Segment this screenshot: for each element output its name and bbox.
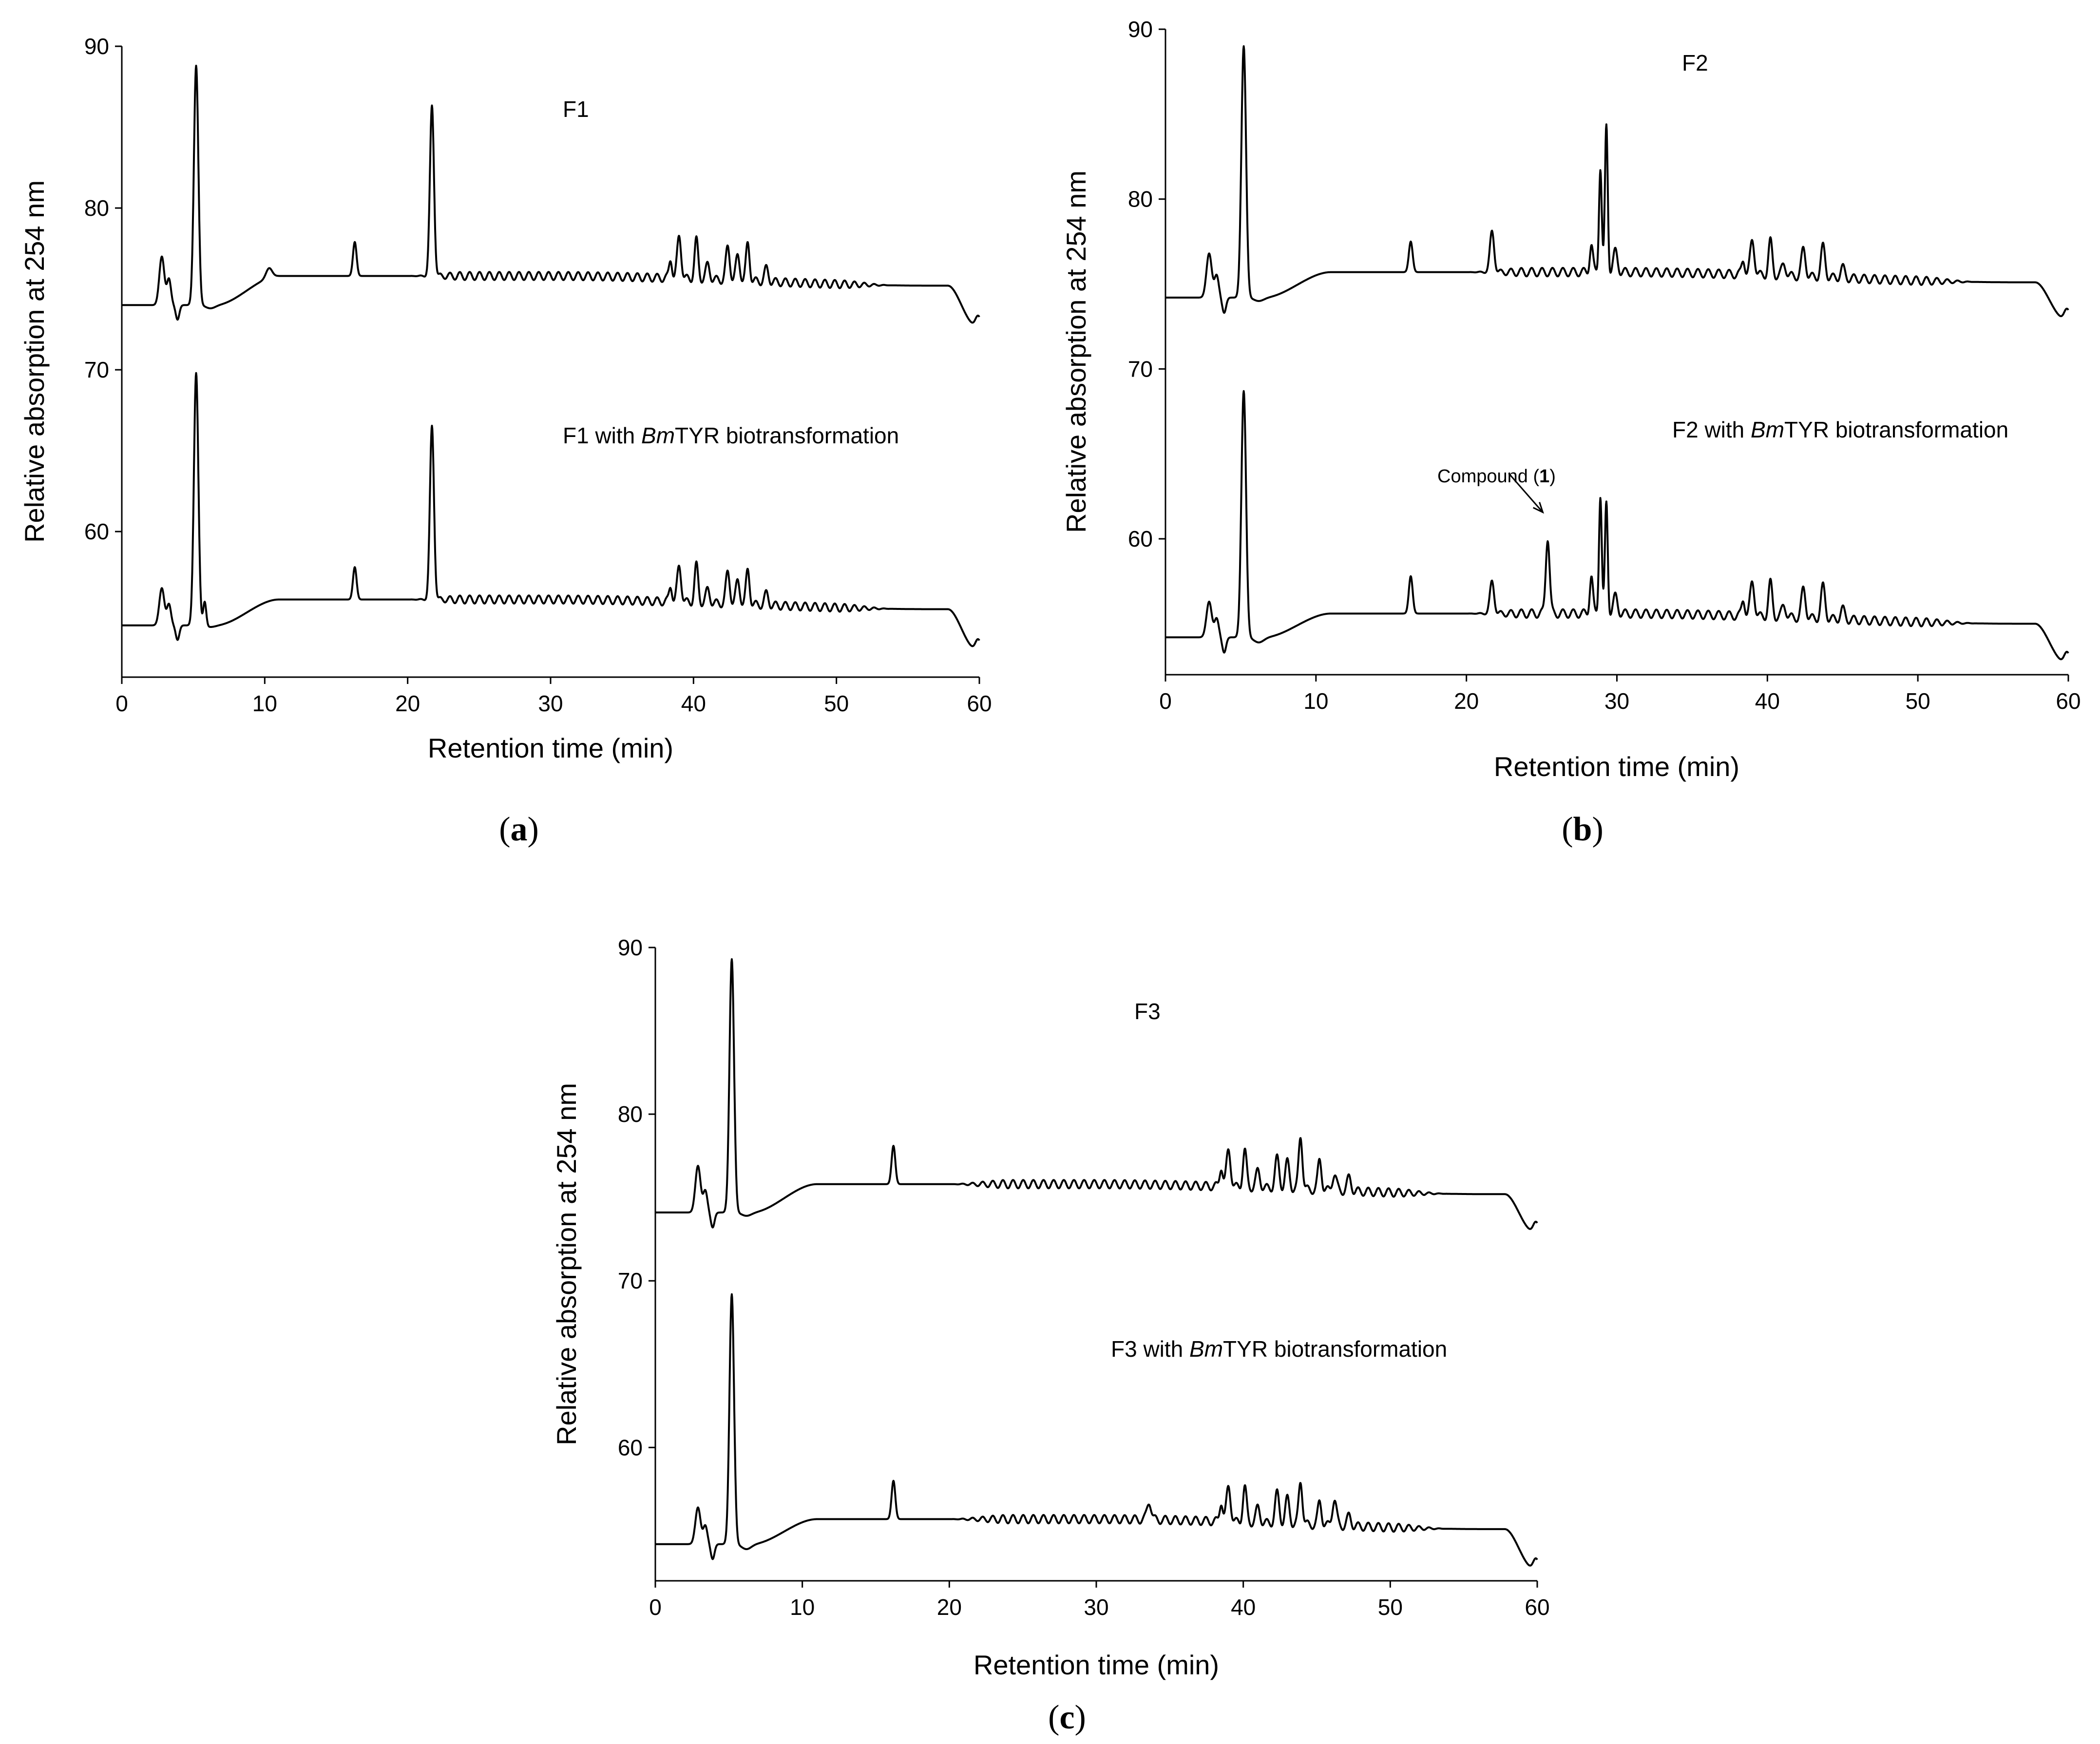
x-tick-label: 60 xyxy=(1525,1594,1549,1620)
x-axis-title: Retention time (min) xyxy=(974,1649,1219,1680)
compound-annotation: Compound (1) xyxy=(1437,466,1556,487)
y-axis-title: Relative absorption at 254 nm xyxy=(551,1083,582,1445)
y-tick-label: 70 xyxy=(84,357,109,382)
x-tick-label: 30 xyxy=(1084,1594,1108,1620)
x-tick-label: 40 xyxy=(1231,1594,1256,1620)
x-tick-label: 50 xyxy=(1906,688,1930,714)
y-tick-label: 60 xyxy=(618,1435,643,1460)
y-tick-label: 60 xyxy=(84,519,109,544)
traces xyxy=(121,64,980,647)
x-tick-label: 0 xyxy=(1159,688,1172,714)
x-tick-label: 20 xyxy=(937,1594,962,1620)
trace-biotransformed xyxy=(654,1293,1538,1567)
x-tick-label: 30 xyxy=(1604,688,1629,714)
arrow-head xyxy=(1532,502,1544,514)
x-axis-title: Retention time (min) xyxy=(428,733,673,763)
x-tick-label: 60 xyxy=(2056,688,2081,714)
trace-label-top: F1 xyxy=(563,96,589,122)
x-tick-label: 50 xyxy=(1378,1594,1403,1620)
x-ticks: 0 10 20 30 40 50 60 xyxy=(115,677,992,716)
x-tick-label: 40 xyxy=(1755,688,1780,714)
trace-original xyxy=(1165,45,2069,317)
x-ticks: 0 10 20 30 40 50 60 xyxy=(1159,675,2081,714)
trace-label-top: F2 xyxy=(1682,50,1708,76)
y-tick-label: 80 xyxy=(618,1101,643,1127)
trace-label-bottom: F2 with BmTYR biotransformation xyxy=(1672,417,2008,442)
trace-label-top: F3 xyxy=(1134,999,1161,1024)
y-tick-label: 90 xyxy=(1128,17,1153,42)
y-tick-label: 80 xyxy=(84,195,109,221)
panel-label: (a) xyxy=(499,811,539,848)
traces xyxy=(654,958,1538,1567)
x-tick-label: 0 xyxy=(649,1594,662,1620)
x-tick-label: 20 xyxy=(1454,688,1479,714)
y-tick-label: 90 xyxy=(618,935,643,960)
trace-biotransformed xyxy=(121,372,980,647)
trace-original xyxy=(654,958,1538,1230)
x-tick-label: 20 xyxy=(395,691,420,716)
x-tick-label: 50 xyxy=(824,691,849,716)
y-ticks: 60 70 80 90 xyxy=(1128,17,1165,551)
arrow-shaft xyxy=(1508,473,1544,513)
compound-arrow xyxy=(1508,473,1544,514)
x-axis-title: Retention time (min) xyxy=(1494,751,1739,782)
x-tick-label: 10 xyxy=(1303,688,1328,714)
y-ticks: 60 70 80 90 xyxy=(618,935,655,1460)
panel-label: (b) xyxy=(1562,811,1604,848)
y-axis-title: Relative absorption at 254 nm xyxy=(19,180,50,543)
x-tick-label: 10 xyxy=(252,691,277,716)
y-ticks: 60 70 80 90 xyxy=(84,34,122,544)
trace-original xyxy=(121,64,980,324)
trace-label-bottom: F1 with BmTYR biotransformation xyxy=(563,423,899,448)
y-axis-title: Relative absorption at 254 nm xyxy=(1061,171,1091,533)
trace-biotransformed xyxy=(1165,390,2069,661)
trace-label-bottom: F3 with BmTYR biotransformation xyxy=(1111,1336,1447,1362)
y-tick-label: 70 xyxy=(1128,356,1153,381)
x-ticks: 0 10 20 30 40 50 60 xyxy=(649,1581,1550,1620)
panel-c: 60 70 80 90 0 10 20 30 40 50 60 Retention time (m… xyxy=(551,935,1550,1736)
y-tick-label: 80 xyxy=(1128,187,1153,212)
panel-b: 60 70 80 90 0 10 20 30 40 50 60 Retention time (m… xyxy=(1061,17,2081,848)
y-tick-label: 90 xyxy=(84,34,109,59)
x-tick-label: 30 xyxy=(538,691,563,716)
x-tick-label: 60 xyxy=(967,691,992,716)
x-tick-label: 0 xyxy=(115,691,128,716)
x-tick-label: 10 xyxy=(790,1594,815,1620)
y-tick-label: 70 xyxy=(618,1268,643,1293)
panel-a: 60 70 80 90 0 10 20 30 40 50 60 Retention time (m… xyxy=(19,34,992,848)
traces xyxy=(1165,45,2069,661)
panel-label: (c) xyxy=(1048,1699,1086,1736)
y-tick-label: 60 xyxy=(1128,526,1153,551)
x-tick-label: 40 xyxy=(681,691,706,716)
